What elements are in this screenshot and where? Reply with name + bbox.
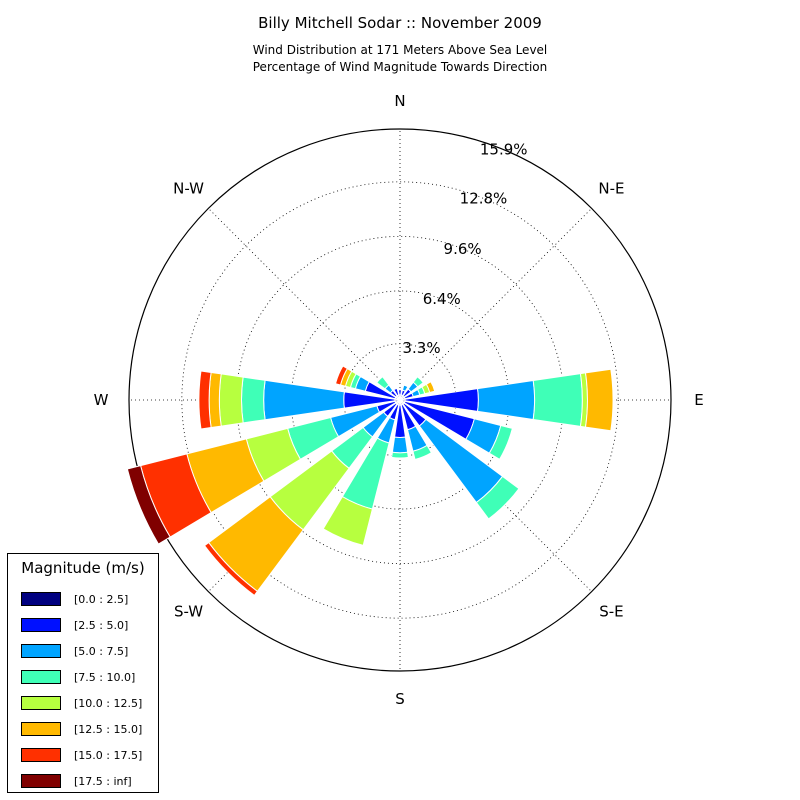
radial-tick-label: 9.6% — [444, 240, 482, 258]
direction-label: S — [395, 690, 405, 708]
wind-bar-segment — [412, 376, 424, 388]
radial-tick-label: 3.3% — [402, 339, 440, 357]
wind-bar-segment — [477, 379, 536, 421]
radial-tick-label: 6.4% — [423, 290, 461, 308]
chart-subtitle-line-2: Percentage of Wind Magnitude Towards Dir… — [253, 60, 547, 74]
legend-items: [0.0 : 2.5] [2.5 : 5.0] [5.0 : 7.5] [7.5 : … — [8, 586, 158, 794]
wind-bar-segment — [412, 444, 433, 461]
legend-label: [15.0 : 17.5] — [74, 748, 143, 762]
direction-label: W — [94, 391, 109, 409]
axis-labels: N N-E E S-E S S-W W N-W 3.3% 6.4% 9.6% 12.8% 15.9% — [94, 92, 704, 708]
direction-label: N — [394, 92, 405, 110]
legend-label: [0.0 : 2.5] — [74, 592, 129, 606]
legend-item: [0.0 : 2.5] — [8, 586, 158, 612]
legend-swatch — [21, 618, 61, 632]
wind-bar-segment — [391, 436, 409, 454]
wind-bar-segment — [322, 495, 374, 547]
legend-label: [10.0 : 12.5] — [74, 696, 143, 710]
legend-swatch — [21, 748, 61, 762]
wind-bar-segment — [425, 380, 436, 394]
legend-item: [12.5 : 15.0] — [8, 716, 158, 742]
direction-label: S-W — [174, 602, 203, 620]
legend-swatch — [21, 774, 61, 788]
legend-swatch — [21, 670, 61, 684]
legend: Magnitude (m/s) [0.0 : 2.5] [2.5 : 5.0] [5… — [7, 553, 159, 793]
legend-item: [2.5 : 5.0] — [8, 612, 158, 638]
legend-label: [2.5 : 5.0] — [74, 618, 129, 632]
polar-frame — [128, 128, 672, 672]
legend-item: [5.0 : 7.5] — [8, 638, 158, 664]
legend-swatch — [21, 644, 61, 658]
legend-swatch — [21, 592, 61, 606]
legend-item: [17.5 : inf] — [8, 768, 158, 794]
direction-label: S-E — [599, 602, 623, 620]
wind-bar-segment — [198, 370, 212, 430]
wind-bar-segment — [488, 424, 513, 461]
wind-bar-segment — [203, 541, 259, 597]
wind-bar-segment — [475, 475, 520, 520]
legend-label: [5.0 : 7.5] — [74, 644, 129, 658]
wind-bar-segment — [241, 376, 266, 424]
radial-tick-label: 15.9% — [480, 141, 528, 159]
wind-bar-segment — [401, 384, 409, 392]
wind-bars — [126, 365, 614, 597]
wind-bar-segment — [584, 368, 614, 432]
direction-label: E — [694, 391, 703, 409]
radial-tick-label: 12.8% — [460, 189, 508, 207]
legend-item: [10.0 : 12.5] — [8, 690, 158, 716]
direction-label: N-W — [173, 180, 204, 198]
wind-bar-segment — [218, 373, 244, 427]
legend-label: [12.5 : 15.0] — [74, 722, 143, 736]
legend-label: [7.5 : 10.0] — [74, 670, 136, 684]
wind-bar-segment — [334, 365, 348, 386]
legend-swatch — [21, 696, 61, 710]
legend-swatch — [21, 722, 61, 736]
wind-bar-segment — [263, 379, 345, 421]
legend-label: [17.5 : inf] — [74, 774, 132, 788]
legend-item: [15.0 : 17.5] — [8, 742, 158, 768]
wind-bar-segment — [208, 371, 222, 429]
chart-title: Billy Mitchell Sodar :: November 2009 — [258, 14, 542, 32]
wind-bar-segment — [532, 373, 583, 427]
radial-gridline — [208, 208, 401, 401]
chart-subtitle-line-1: Wind Distribution at 171 Meters Above Se… — [253, 43, 548, 57]
wind-bar-segment — [397, 389, 403, 396]
wind-bar-segment — [393, 387, 400, 397]
wind-bar-segment — [391, 451, 409, 459]
legend-item: [7.5 : 10.0] — [8, 664, 158, 690]
wind-bar-segment — [126, 465, 171, 545]
legend-title: Magnitude (m/s) — [21, 559, 145, 577]
direction-label: N-E — [598, 180, 624, 198]
radial-ring — [181, 181, 619, 619]
wind-bar-segment — [376, 376, 390, 390]
